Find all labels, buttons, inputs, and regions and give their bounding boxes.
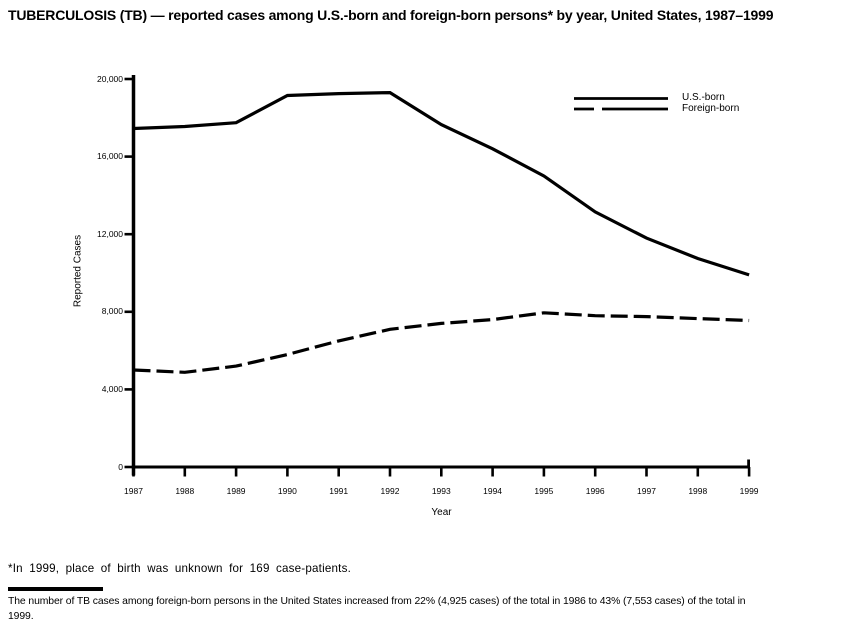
legend-label-foreign-born: Foreign-born [682,102,740,114]
y-tick-label: 8,000 [101,306,123,317]
x-tick-label: 1993 [431,486,451,496]
tb-line-chart: Reported Cases Year U.S.-born Foreign-bo… [73,73,759,519]
series-line-u-s-born [133,90,750,277]
legend-label-us-born: U.S.-born [682,92,725,103]
y-tick-label: 20,000 [97,73,123,84]
x-tick-label: 1989 [226,486,246,496]
x-tick-label: 1987 [124,486,143,496]
y-tick-label: 12,000 [97,228,123,239]
x-tick-label: 1991 [329,486,349,496]
source-note: The number of TB cases among foreign-bor… [8,595,746,622]
x-tick-label: 1995 [534,486,554,496]
y-tick-label: 16,000 [97,151,123,162]
figure-title: TUBERCULOSIS (TB) — reported cases among… [8,7,774,23]
series-line-foreign-born [133,311,750,374]
x-tick-label: 1988 [175,486,195,496]
x-tick-label: 1990 [277,486,297,496]
x-tick-label: 1997 [637,486,656,496]
x-axis-title: Year [431,507,452,518]
x-tick-label: 1996 [585,486,605,496]
y-tick-label: 4,000 [101,383,123,394]
plot-svg [124,75,751,477]
divider-bar [8,587,103,591]
x-tick-label: 1998 [688,486,708,496]
x-tick-label: 1999 [739,486,759,496]
y-tick-label: 0 [118,461,123,472]
x-tick-label: 1992 [380,486,400,496]
footnote: *In 1999, place of birth was unknown for… [8,562,351,575]
x-tick-label: 1994 [483,486,503,496]
